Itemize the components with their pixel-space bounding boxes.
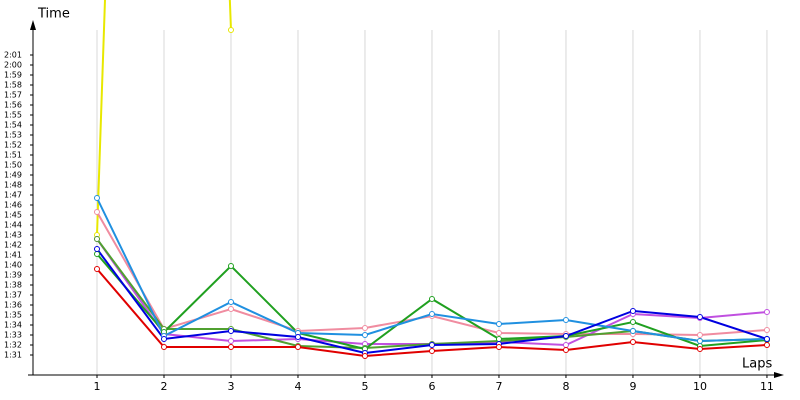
y-axis-label: Time bbox=[37, 7, 70, 22]
point-marker bbox=[428, 342, 435, 348]
point-marker bbox=[93, 266, 100, 272]
x-tick-label: 4 bbox=[294, 380, 301, 393]
y-tick-label: 1:49 bbox=[4, 171, 22, 180]
point-marker bbox=[696, 332, 703, 338]
point-marker bbox=[93, 195, 100, 201]
y-tick-label: 1:36 bbox=[4, 301, 22, 310]
point-marker bbox=[160, 336, 167, 342]
y-axis-arrow bbox=[30, 20, 36, 30]
point-marker bbox=[629, 319, 636, 325]
point-marker bbox=[227, 263, 234, 269]
y-tick-label: 1:50 bbox=[4, 161, 22, 170]
point-marker bbox=[562, 347, 569, 353]
point-marker bbox=[629, 339, 636, 345]
point-marker bbox=[93, 236, 100, 242]
x-tick-label: 7 bbox=[495, 380, 502, 393]
point-marker bbox=[562, 333, 569, 339]
point-marker bbox=[227, 338, 234, 344]
y-tick-label: 1:59 bbox=[4, 71, 22, 80]
y-tick-label: 1:34 bbox=[4, 321, 22, 330]
point-marker bbox=[495, 344, 502, 350]
y-tick-label: 1:47 bbox=[4, 191, 22, 200]
x-tick-label: 5 bbox=[361, 380, 368, 393]
point-marker bbox=[763, 309, 770, 315]
point-marker bbox=[495, 330, 502, 336]
x-axis-arrow bbox=[774, 372, 784, 378]
x-tick-label: 6 bbox=[428, 380, 435, 393]
point-marker bbox=[629, 328, 636, 334]
y-tick-label: 1:33 bbox=[4, 331, 22, 340]
x-tick-label: 3 bbox=[227, 380, 234, 393]
y-tick-label: 1:44 bbox=[4, 221, 22, 230]
x-tick-label: 10 bbox=[693, 380, 707, 393]
y-tick-label: 1:37 bbox=[4, 291, 22, 300]
point-marker bbox=[227, 299, 234, 305]
x-axis-label: Laps bbox=[742, 357, 772, 372]
point-marker bbox=[562, 317, 569, 323]
point-marker bbox=[428, 348, 435, 354]
point-marker bbox=[763, 342, 770, 348]
point-marker bbox=[93, 209, 100, 215]
point-marker bbox=[93, 246, 100, 252]
point-marker bbox=[763, 327, 770, 333]
point-marker bbox=[361, 353, 368, 359]
y-tick-label: 1:58 bbox=[4, 81, 22, 90]
point-marker bbox=[361, 332, 368, 338]
y-tick-label: 1:53 bbox=[4, 131, 22, 140]
y-tick-label: 1:31 bbox=[4, 351, 22, 360]
y-tick-label: 1:41 bbox=[4, 251, 22, 260]
y-tick-label: 1:51 bbox=[4, 151, 22, 160]
point-marker bbox=[227, 306, 234, 312]
y-tick-label: 1:38 bbox=[4, 281, 22, 290]
point-marker bbox=[495, 336, 502, 342]
y-tick-label: 1:43 bbox=[4, 231, 22, 240]
point-marker bbox=[160, 344, 167, 350]
y-tick-label: 1:57 bbox=[4, 91, 22, 100]
point-marker bbox=[361, 325, 368, 331]
x-tick-label: 2 bbox=[160, 380, 167, 393]
point-marker bbox=[227, 328, 234, 334]
y-tick-label: 1:54 bbox=[4, 121, 22, 130]
point-marker bbox=[93, 251, 100, 257]
point-marker bbox=[428, 311, 435, 317]
point-marker bbox=[629, 308, 636, 314]
point-marker bbox=[428, 296, 435, 302]
y-tick-label: 1:35 bbox=[4, 311, 22, 320]
point-marker bbox=[227, 27, 234, 33]
point-marker bbox=[696, 346, 703, 352]
x-tick-label: 1 bbox=[93, 380, 100, 393]
x-tick-label: 8 bbox=[562, 380, 569, 393]
y-tick-label: 1:39 bbox=[4, 271, 22, 280]
point-marker bbox=[696, 338, 703, 344]
plot bbox=[93, 0, 770, 359]
y-tick-label: 1:52 bbox=[4, 141, 22, 150]
y-tick-label: 1:55 bbox=[4, 111, 22, 120]
point-marker bbox=[495, 321, 502, 327]
point-marker bbox=[294, 344, 301, 350]
point-marker bbox=[294, 334, 301, 340]
y-tick-label: 1:48 bbox=[4, 181, 22, 190]
x-tick-label: 9 bbox=[629, 380, 636, 393]
y-tick-label: 2:01 bbox=[4, 51, 22, 60]
y-tick-label: 2:00 bbox=[4, 61, 22, 70]
y-tick-label: 1:42 bbox=[4, 241, 22, 250]
y-tick-label: 1:46 bbox=[4, 201, 22, 210]
point-marker bbox=[227, 344, 234, 350]
y-tick-label: 1:40 bbox=[4, 261, 22, 270]
point-marker bbox=[562, 342, 569, 348]
point-marker bbox=[763, 336, 770, 342]
y-tick-label: 1:45 bbox=[4, 211, 22, 220]
y-tick-label: 1:32 bbox=[4, 341, 22, 350]
point-marker bbox=[696, 314, 703, 320]
x-tick-label: 11 bbox=[760, 380, 774, 393]
y-tick-label: 1:56 bbox=[4, 101, 22, 110]
